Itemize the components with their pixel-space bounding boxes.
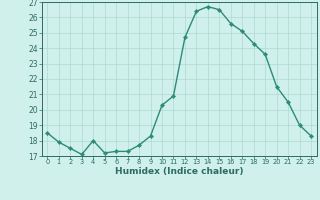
X-axis label: Humidex (Indice chaleur): Humidex (Indice chaleur) xyxy=(115,167,244,176)
